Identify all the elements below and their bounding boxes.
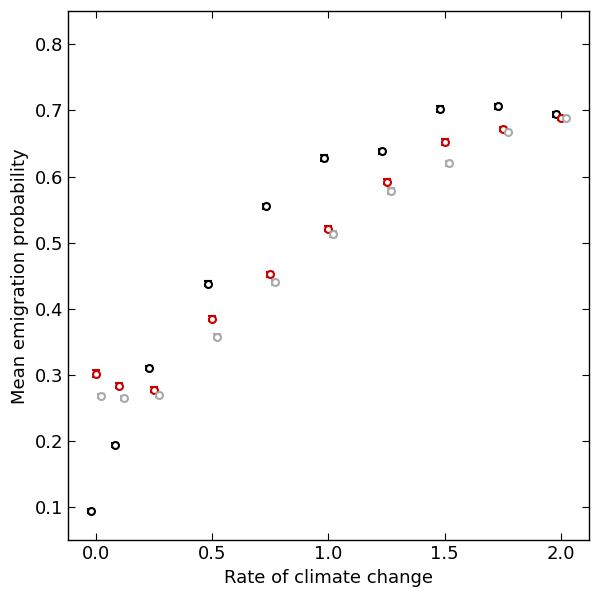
Y-axis label: Mean emigration probability: Mean emigration probability xyxy=(11,148,29,404)
X-axis label: Rate of climate change: Rate of climate change xyxy=(224,569,433,587)
